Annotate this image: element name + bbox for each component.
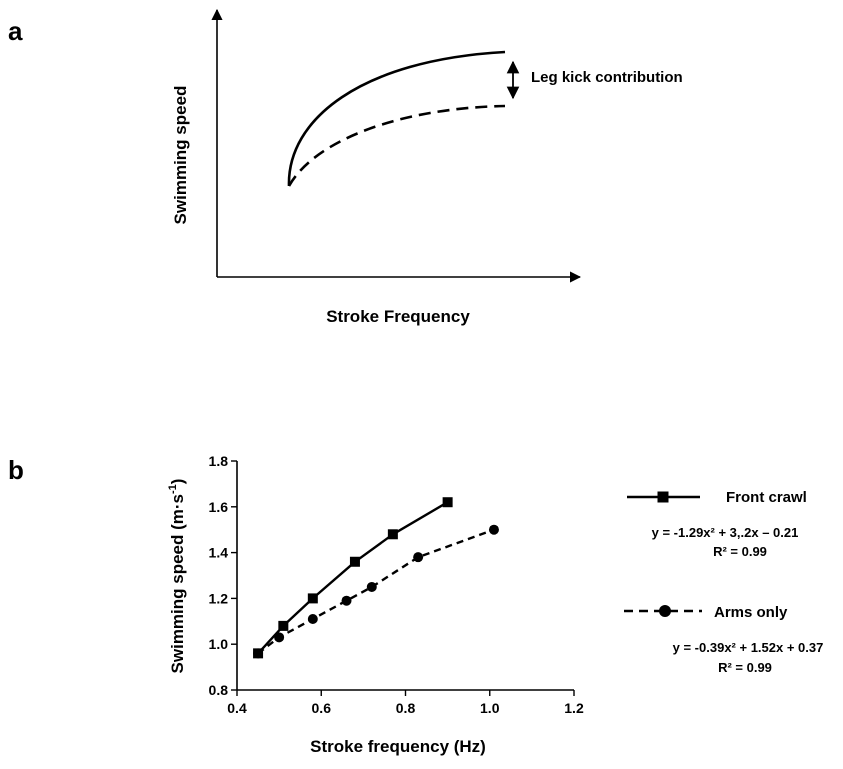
legend-arms-only-marker [659, 605, 671, 617]
data-point-front-crawl [349, 556, 360, 567]
legend-item-arms-only: Arms only y = -0.39x² + 1.52x + 0.37 R² … [624, 604, 823, 675]
x-tick-label: 0.4 [227, 700, 247, 716]
data-point-arms-only [413, 552, 424, 563]
arms-only-equation: y = -0.39x² + 1.52x + 0.37 [673, 640, 824, 655]
x-tick-label: 0.6 [312, 700, 332, 716]
y-tick-label: 1.0 [209, 636, 229, 652]
data-point-front-crawl [387, 529, 398, 540]
y-tick-label: 1.6 [209, 499, 229, 515]
legend-front-crawl-marker [657, 491, 669, 503]
panel-a-dashed-curve [287, 104, 506, 187]
panel-b-y-axis-title-close: ) [168, 479, 187, 485]
data-point-arms-only [274, 632, 285, 643]
x-tick-label: 1.0 [480, 700, 500, 716]
legend-arms-only-label: Arms only [714, 604, 788, 621]
panel-b-y-axis-title-main: Swimming speed (m·s [168, 494, 187, 673]
panel-b-y-axis-title-sup: -1 [167, 484, 179, 494]
panel-b: b 0.8 1.0 1.2 1.4 1.6 1.8 0.4 0.6 0.8 1.0 1.2 Str… [8, 453, 823, 756]
y-tick-label: 1.2 [209, 590, 229, 606]
panel-b-y-ticks: 0.8 1.0 1.2 1.4 1.6 1.8 [209, 453, 237, 698]
panel-b-series [253, 497, 499, 659]
series-line-arms-only [257, 528, 495, 655]
data-point-front-crawl [307, 593, 318, 604]
panel-a-solid-curve [287, 50, 506, 187]
panel-b-x-axis-title: Stroke frequency (Hz) [310, 737, 486, 756]
panel-a-label: a [8, 16, 23, 46]
legend-front-crawl-label: Front crawl [726, 489, 807, 506]
arms-only-r2: R² = 0.99 [718, 660, 772, 675]
data-point-arms-only [253, 648, 264, 659]
panel-b-y-axis-title: Swimming speed (m·s-1) [167, 479, 187, 674]
front-crawl-r2: R² = 0.99 [713, 544, 767, 559]
data-point-arms-only [366, 581, 377, 592]
y-tick-label: 1.8 [209, 453, 229, 469]
front-crawl-equation: y = -1.29x² + 3,.2x – 0.21 [652, 525, 799, 540]
data-point-arms-only [488, 524, 499, 535]
x-tick-label: 1.2 [564, 700, 584, 716]
panel-b-label: b [8, 455, 24, 485]
y-tick-label: 0.8 [209, 682, 229, 698]
x-tick-label: 0.8 [396, 700, 416, 716]
legend-item-front-crawl: Front crawl y = -1.29x² + 3,.2x – 0.21 R… [627, 489, 807, 559]
panel-a-x-axis-title: Stroke Frequency [326, 307, 470, 326]
data-point-arms-only [341, 595, 352, 606]
panel-b-x-ticks: 0.4 0.6 0.8 1.0 1.2 [227, 690, 584, 716]
y-tick-label: 1.4 [209, 545, 229, 561]
panel-a-y-axis-title: Swimming speed [171, 86, 190, 225]
data-point-front-crawl [442, 497, 453, 508]
panel-a: a Leg kick contribution Stroke Frequency… [8, 8, 683, 326]
legend: Front crawl y = -1.29x² + 3,.2x – 0.21 R… [624, 489, 823, 675]
data-point-arms-only [307, 614, 318, 625]
leg-kick-annotation: Leg kick contribution [531, 69, 683, 86]
data-point-front-crawl [278, 620, 289, 631]
